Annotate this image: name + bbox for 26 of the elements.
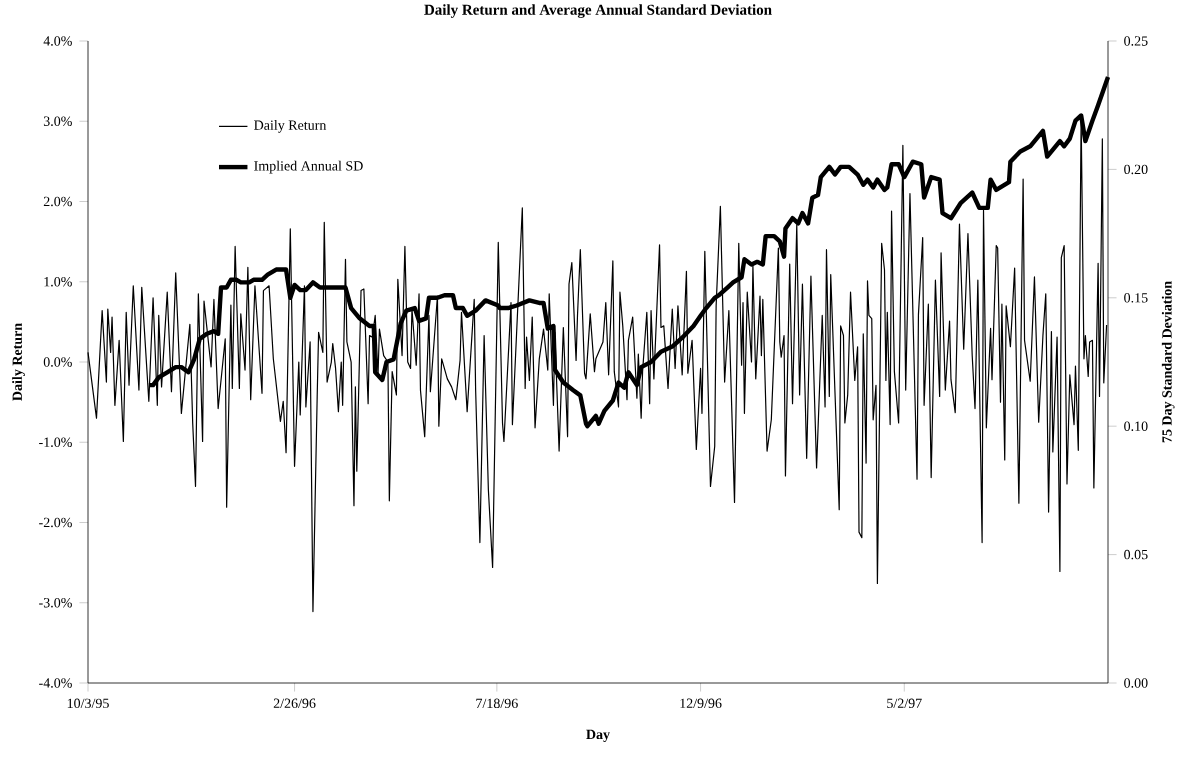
y2-tick-label: 0.05: [1124, 549, 1148, 560]
chart-title: Daily Return and Average Annual Standard Deviation: [424, 4, 772, 18]
y-axis-title: Daily Return: [12, 323, 25, 401]
x-tick-label: 5/2/97: [887, 698, 922, 708]
y-tick-label: 2.0%: [43, 196, 72, 207]
y-tick-label: -4.0%: [39, 678, 72, 688]
x-tick-label: 7/18/96: [476, 698, 518, 709]
x-tick-label: 2/26/96: [273, 698, 316, 708]
x-axis-title: Day: [586, 729, 610, 742]
y2-tick-label: 0.00: [1124, 678, 1148, 688]
y-tick-label: -3.0%: [39, 597, 72, 608]
x-tick-label: 12/9/96: [680, 698, 722, 708]
y2-axis-title: 75 Day Standard Deviation: [1161, 281, 1175, 443]
y-tick-label: 3.0%: [43, 116, 72, 126]
y2-tick-label: 0.15: [1124, 293, 1148, 303]
y2-tick-label: 0.10: [1124, 421, 1148, 431]
y-tick-label: 1.0%: [44, 276, 72, 287]
legend-label: Daily Return: [254, 120, 327, 133]
legend-label: Implied Annual SD: [254, 160, 363, 174]
y-tick-label: 0.0%: [43, 357, 72, 367]
y-tick-label: -2.0%: [39, 517, 72, 528]
x-tick-label: 10/3/95: [67, 698, 109, 709]
y2-tick-label: 0.25: [1124, 36, 1148, 46]
y-tick-label: 4.0%: [43, 36, 72, 46]
y2-tick-label: 0.20: [1124, 164, 1148, 175]
y-tick-label: -1.0%: [39, 437, 72, 447]
